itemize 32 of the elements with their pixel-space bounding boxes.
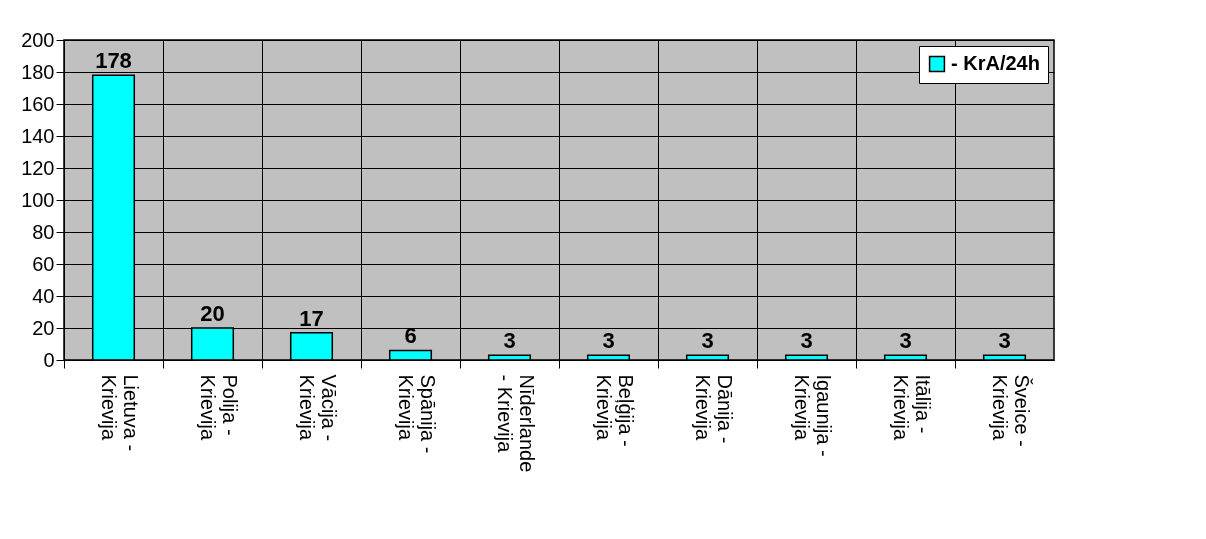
data-label: 3 — [602, 328, 615, 354]
y-tick-label: 160 — [21, 92, 55, 115]
legend-label: - KrA/24h — [951, 52, 1040, 74]
data-label: 3 — [701, 328, 714, 354]
y-tick-label: 140 — [21, 124, 55, 147]
y-tick-label: 100 — [21, 188, 55, 211]
y-tick-label: 180 — [21, 60, 55, 83]
data-label: 20 — [200, 301, 225, 326]
data-label: 3 — [998, 328, 1011, 354]
x-tick-label: Šveice - Krievija — [989, 374, 1033, 447]
data-label: 178 — [95, 48, 132, 74]
y-tick-label: 80 — [32, 220, 55, 243]
x-tick-label: Itālija - Krievija — [890, 374, 934, 441]
data-label: 3 — [899, 328, 912, 354]
x-tick-label: Vācija - Krievija — [296, 374, 340, 442]
y-tick-label: 0 — [43, 348, 55, 371]
y-tick-label: 120 — [21, 156, 55, 179]
data-label: 3 — [800, 328, 813, 354]
x-tick-label: Polija - Krievija — [197, 374, 241, 441]
data-label: 17 — [299, 305, 324, 331]
y-tick-label: 40 — [32, 284, 55, 307]
y-tick-label: 200 — [21, 28, 55, 51]
x-tick-label: Nīderlande - Krievija — [494, 374, 538, 473]
x-tick-label: Dānija - Krievija — [692, 374, 736, 444]
y-tick-label: 20 — [32, 316, 55, 339]
y-tick-label: 60 — [32, 252, 55, 275]
x-tick-label: Beļģija - Krievija — [593, 374, 637, 447]
data-label: 3 — [503, 328, 516, 354]
x-tick-label: Lietuva - Krievija — [98, 374, 142, 452]
data-label: 6 — [404, 323, 417, 349]
x-tick-label: Igaunija - Krievija — [791, 374, 835, 457]
x-tick-label: Spānija - Krievija — [395, 374, 439, 454]
